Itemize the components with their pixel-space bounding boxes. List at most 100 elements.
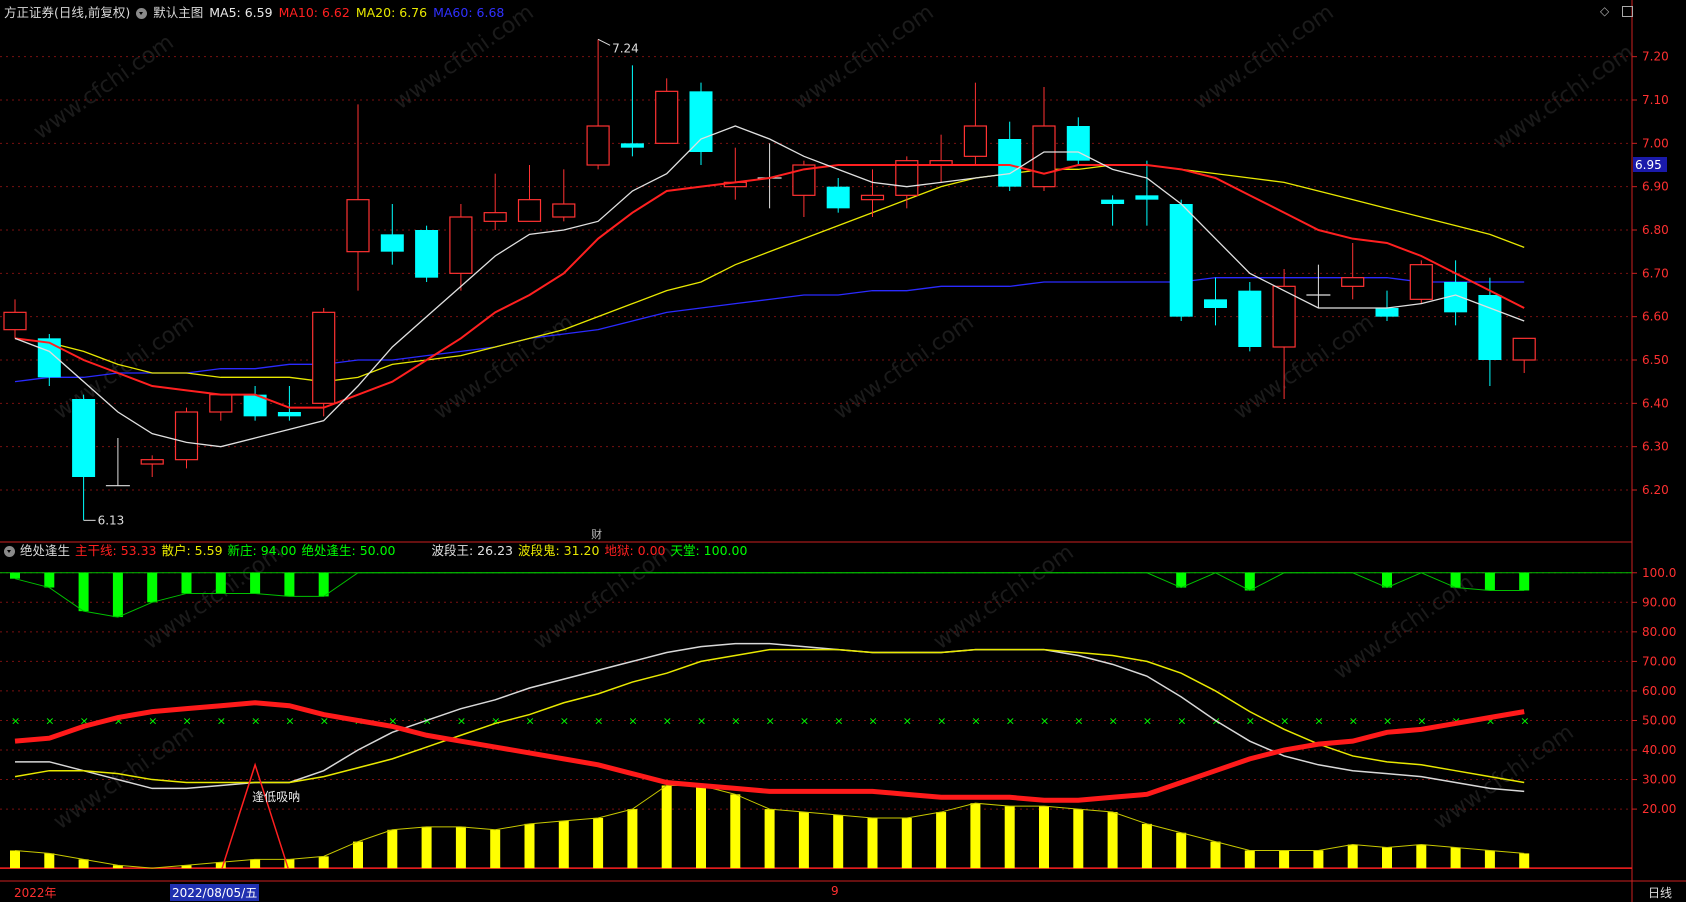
- sanhu-bar: [387, 829, 398, 869]
- sanhu-bar: [1004, 806, 1015, 869]
- year-label: 2022年: [14, 886, 57, 900]
- indicator-title[interactable]: 绝处逢生: [20, 543, 71, 558]
- sanhu-bar: [1039, 806, 1049, 869]
- sanhu-bar: [215, 862, 226, 869]
- candle: [1341, 243, 1365, 300]
- template-label[interactable]: 默认主图: [153, 5, 204, 20]
- candle-body-down: [415, 230, 439, 278]
- sanhu-bar: [798, 812, 809, 869]
- juechu-marker: ×: [697, 714, 706, 727]
- xinzhuang-bar: [1382, 572, 1392, 588]
- juechu-marker: ×: [971, 714, 980, 727]
- candle: [826, 178, 850, 213]
- last-price-label: 6.95: [1635, 158, 1662, 172]
- watermark-text: www.cfchi.com: [1489, 40, 1638, 155]
- candle: [998, 121, 1022, 191]
- candle-body-up: [963, 125, 988, 157]
- window-icon[interactable]: [1622, 6, 1633, 17]
- sanhu-bar: [1450, 847, 1461, 869]
- sanhu-bar: [558, 820, 569, 869]
- juechu-label: 绝处逢生: 50.00: [301, 543, 396, 558]
- juechu-marker: ×: [834, 714, 843, 727]
- candle: [346, 104, 370, 291]
- candle: [1032, 87, 1056, 191]
- sanhu-bar: [730, 794, 741, 869]
- candle: [723, 147, 747, 200]
- sanhu-bar: [1484, 850, 1495, 869]
- sanhu-bar: [901, 817, 912, 869]
- sanhu-bar: [1244, 850, 1255, 869]
- sanhu-bar: [764, 809, 775, 869]
- ma20-line: [14, 164, 1525, 383]
- month-label: 9: [831, 884, 839, 898]
- candle-body-down: [620, 143, 644, 148]
- indicator-menu-icon[interactable]: [4, 545, 15, 557]
- candle: [860, 169, 885, 217]
- xinzhuang-bar: [1244, 572, 1255, 591]
- juechu-marker: ×: [1074, 714, 1083, 727]
- signal-annotation: 逢低吸呐: [252, 790, 300, 804]
- candle-body-up: [312, 311, 336, 404]
- boduangui-label: 波段鬼: 31.20: [517, 543, 600, 558]
- period-label[interactable]: 日线: [1648, 886, 1673, 900]
- candle: [277, 386, 301, 421]
- candle: [415, 225, 439, 282]
- sanhu-bar: [1416, 844, 1427, 869]
- xinzhuang-bar: [181, 572, 192, 594]
- candle: [655, 78, 679, 144]
- sanhu-bar: [1141, 823, 1152, 869]
- candle: [1512, 337, 1536, 373]
- main-tick-label: 7.20: [1642, 50, 1669, 64]
- candle-body-up: [1341, 277, 1365, 287]
- candle: [380, 204, 404, 265]
- main-tick-label: 6.30: [1642, 440, 1669, 454]
- candle-body-down: [998, 139, 1022, 187]
- sub-tick-label: 90.00: [1642, 595, 1676, 609]
- ma20-label: MA20: 6.76: [355, 5, 428, 20]
- high-annotation-arrow: [597, 38, 611, 46]
- juechu-marker: ×: [388, 714, 397, 727]
- candle-body-up: [449, 216, 473, 274]
- ma10-line: [14, 164, 1525, 409]
- juechu-marker: ×: [594, 714, 603, 727]
- watermark-text: www.cfchi.com: [1429, 720, 1578, 835]
- sanhu-bar: [181, 865, 192, 869]
- last-price-box: [1633, 157, 1667, 172]
- sub-tick-label: 50.00: [1642, 713, 1676, 727]
- xinzhuang-bar: [112, 572, 123, 618]
- candle: [1409, 260, 1433, 304]
- juechu-marker: ×: [903, 714, 912, 727]
- candle-body-down: [1204, 299, 1227, 308]
- sanhu-bar: [1382, 847, 1392, 869]
- candle-body-up: [174, 411, 199, 461]
- watermark-text: www.cfchi.com: [29, 30, 178, 145]
- dropdown-circle-icon[interactable]: [136, 7, 148, 19]
- diamond-icon[interactable]: ◇: [1600, 4, 1610, 18]
- juechu-marker: ×: [1314, 714, 1323, 727]
- sanhu-bar: [867, 817, 878, 869]
- juechu-marker: ×: [183, 714, 192, 727]
- juechu-marker: ×: [1177, 714, 1186, 727]
- juechu-marker: ×: [491, 714, 500, 727]
- sanhu-bar: [1279, 850, 1290, 869]
- sanhu-bar: [78, 859, 89, 869]
- sanhu-bar: [524, 823, 535, 869]
- ma60-line: [14, 277, 1525, 383]
- candle-body-up: [1272, 285, 1296, 348]
- xinzhuang-bar: [1484, 572, 1495, 591]
- candle: [1135, 160, 1159, 226]
- sanhu-bar: [1176, 832, 1187, 869]
- xinzhuang-bar: [1450, 572, 1461, 588]
- juechu-marker: ×: [1006, 714, 1015, 727]
- candle: [1066, 117, 1090, 165]
- candle: [552, 169, 576, 222]
- sanhu-bar: [455, 826, 466, 869]
- sub-tick-label: 30.00: [1642, 773, 1676, 787]
- sanhu-bar: [284, 859, 295, 869]
- low-annotation-label: 6.13: [98, 513, 125, 527]
- juechu-marker: ×: [869, 714, 878, 727]
- sanhu-bar: [1073, 809, 1084, 869]
- candle: [620, 65, 644, 157]
- sanhu-bar: [318, 856, 329, 869]
